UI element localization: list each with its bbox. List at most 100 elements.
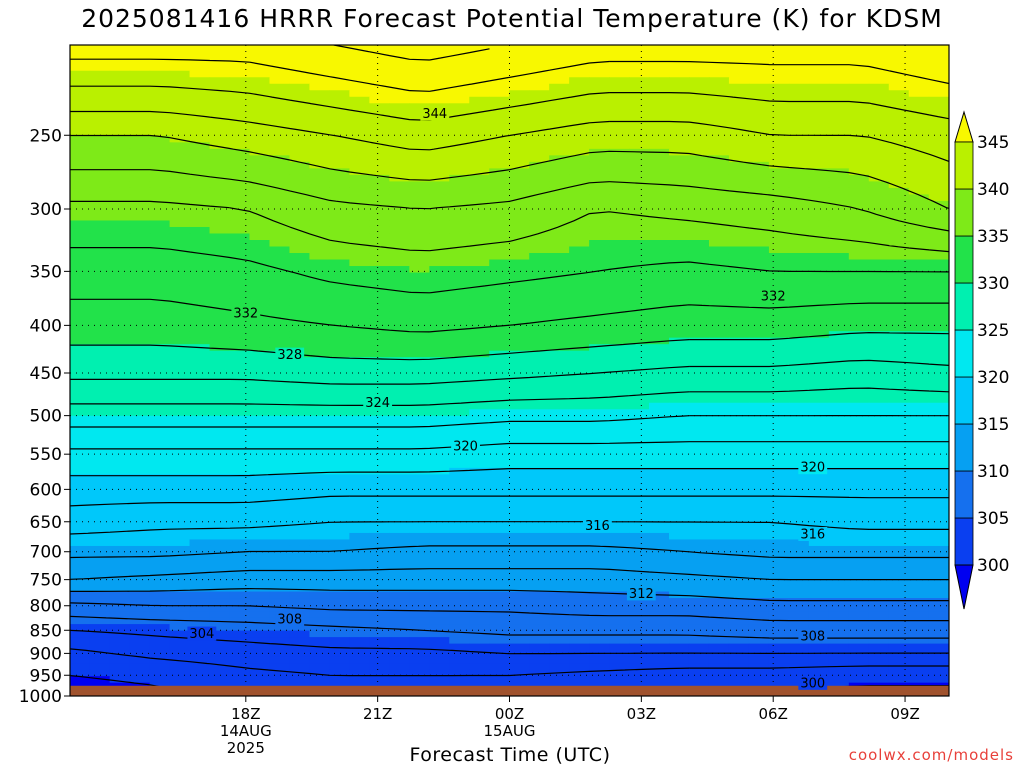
shading-cell: [409, 168, 430, 176]
shading-cell: [748, 272, 770, 280]
shading-cell: [289, 129, 311, 137]
shading-cell: [469, 630, 490, 638]
shading-cell: [788, 285, 810, 293]
shading-cell: [828, 83, 850, 91]
shading-cell: [529, 467, 550, 475]
shading-cell: [888, 161, 910, 169]
credit-link[interactable]: coolwx.com/models: [848, 746, 1014, 764]
shading-cell: [509, 454, 530, 462]
shading-cell: [529, 585, 550, 593]
shading-cell: [449, 376, 470, 384]
shading-cell: [169, 396, 191, 404]
shading-cell: [189, 337, 211, 345]
shading-cell: [249, 526, 271, 534]
shading-cell: [688, 64, 710, 72]
shading-cell: [449, 129, 470, 137]
shading-cell: [209, 565, 231, 573]
shading-cell: [549, 363, 570, 371]
shading-cell: [369, 350, 390, 358]
shading-cell: [369, 109, 390, 117]
shading-cell: [748, 207, 770, 215]
shading-cell: [868, 539, 890, 547]
shading-cell: [89, 155, 111, 163]
shading-cell: [828, 402, 850, 410]
shading-cell: [609, 676, 630, 684]
shading-cell: [229, 259, 251, 267]
shading-cell: [529, 350, 550, 358]
shading-cell: [928, 142, 949, 150]
colorbar-extend-max: [954, 110, 974, 143]
shading-cell: [649, 70, 670, 78]
shading-cell: [89, 51, 111, 59]
shading-cell: [449, 122, 470, 130]
shading-cell: [409, 519, 430, 528]
colorbar-segment: [954, 470, 974, 519]
shading-cell: [349, 240, 370, 248]
shading-cell: [189, 266, 211, 274]
shading-cell: [389, 226, 410, 235]
shading-cell: [808, 207, 830, 215]
shading-cell: [649, 500, 670, 508]
shading-cell: [429, 370, 450, 378]
shading-cell: [129, 409, 151, 417]
shading-cell: [449, 259, 470, 267]
y-tick-label: 250: [30, 126, 62, 146]
shading-cell: [469, 64, 490, 72]
shading-cell: [868, 233, 890, 241]
shading-cell: [629, 70, 650, 78]
shading-cell: [469, 676, 490, 684]
shading-cell: [629, 441, 650, 449]
shading-cell: [449, 109, 470, 117]
shading-cell: [309, 285, 331, 293]
shading-cell: [669, 396, 690, 404]
shading-cell: [209, 155, 231, 163]
shading-cell: [808, 305, 830, 313]
shading-cell: [788, 298, 810, 306]
shading-cell: [728, 272, 750, 280]
shading-cell: [189, 155, 211, 163]
shading-cell: [249, 604, 271, 612]
shading-cell: [349, 109, 370, 117]
shading-cell: [389, 428, 410, 436]
shading-cell: [149, 324, 171, 332]
x-tick-label: 03Z: [627, 705, 656, 723]
shading-cell: [89, 181, 111, 189]
shading-cell: [569, 669, 590, 677]
shading-cell: [409, 617, 430, 625]
shading-cell: [70, 45, 91, 52]
shading-cell: [728, 292, 750, 300]
shading-cell: [369, 461, 390, 469]
shading-cell: [329, 272, 350, 280]
shading-cell: [629, 461, 650, 469]
shading-cell: [70, 266, 91, 274]
shading-cell: [169, 90, 191, 98]
shading-cell: [109, 572, 131, 580]
shading-cell: [409, 122, 430, 130]
shading-cell: [489, 272, 510, 280]
shading-cell: [249, 318, 271, 326]
shading-cell: [169, 181, 191, 189]
shading-cell: [269, 168, 291, 176]
shading-cell: [489, 480, 510, 488]
shading-cell: [868, 383, 890, 391]
shading-cell: [229, 194, 251, 202]
shading-cell: [489, 161, 510, 169]
shading-cell: [329, 305, 350, 313]
shading-cell: [828, 630, 850, 638]
shading-cell: [349, 396, 370, 404]
shading-cell: [149, 585, 171, 593]
shading-cell: [629, 155, 650, 163]
shading-cell: [369, 676, 390, 684]
shading-cell: [708, 454, 730, 462]
shading-cell: [469, 493, 490, 501]
shading-cell: [589, 246, 610, 254]
shading-cell: [70, 467, 91, 475]
shading-cell: [449, 207, 470, 215]
shading-cell: [269, 396, 291, 404]
shading-cell: [728, 604, 750, 612]
shading-cell: [808, 539, 830, 547]
shading-cell: [429, 572, 450, 580]
shading-cell: [529, 519, 550, 528]
shading-cell: [748, 311, 770, 319]
shading-cell: [788, 604, 810, 612]
